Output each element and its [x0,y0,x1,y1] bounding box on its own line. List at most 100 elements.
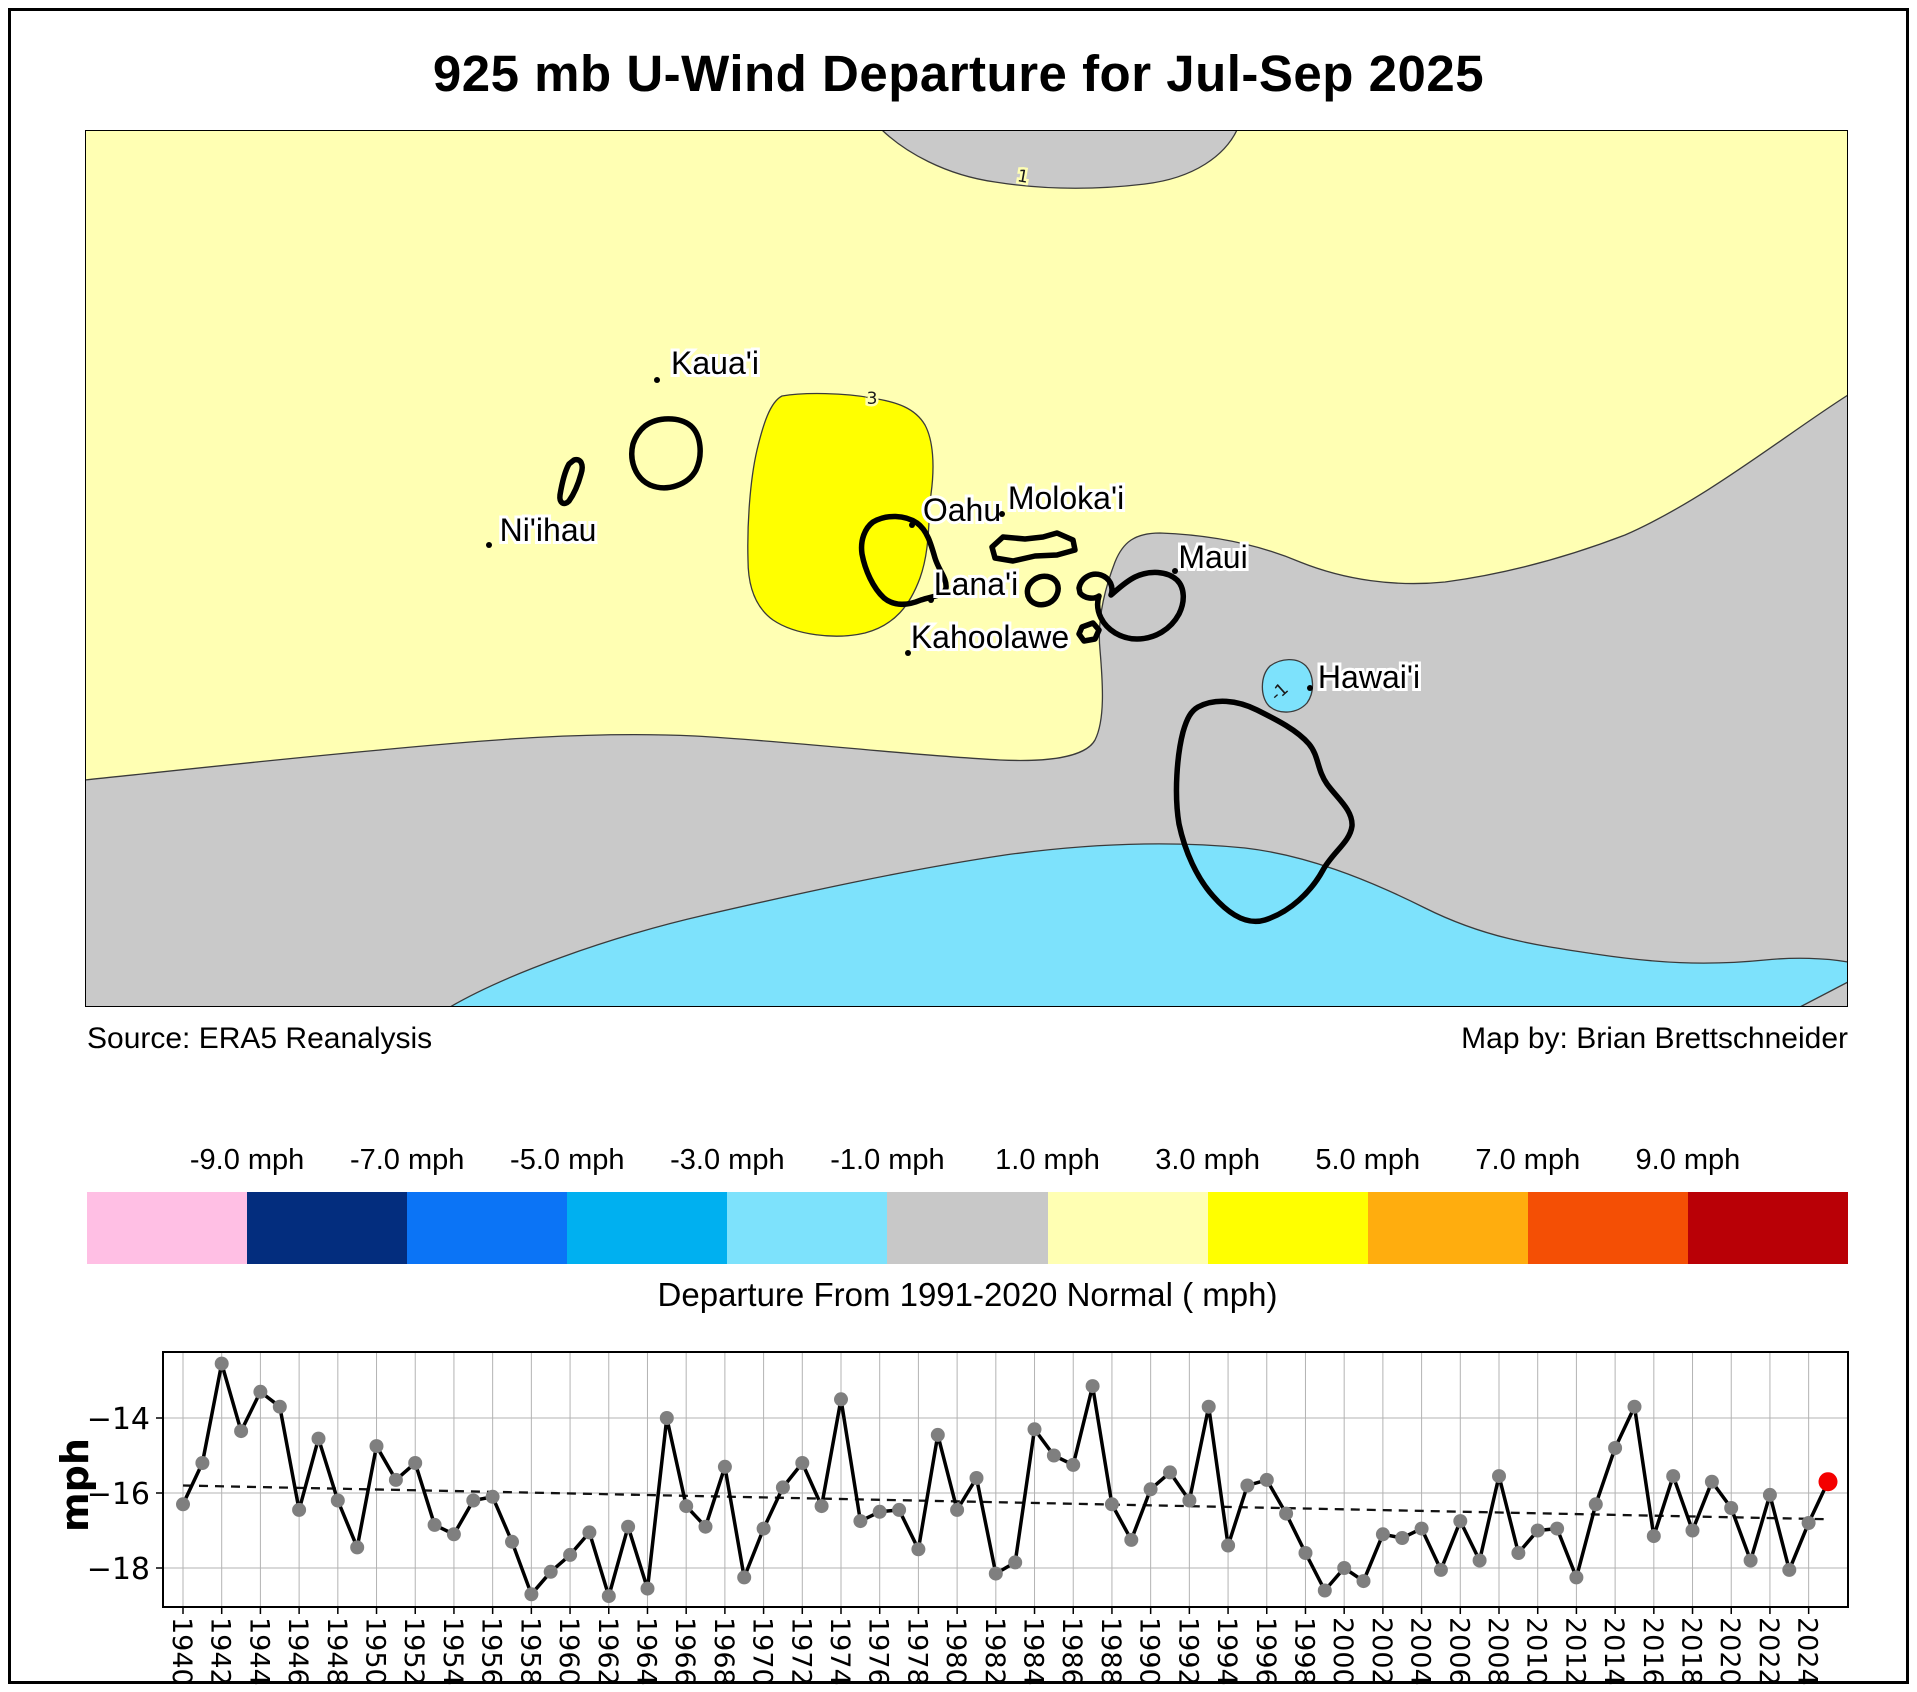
data-point-marker [1221,1538,1236,1553]
data-point-marker [485,1489,500,1504]
data-point-marker [1046,1448,1061,1463]
hawaii-wind-map: Kaua'i Ni'ihau Oahu Moloka'i Maui Lana'i Kahoo… [84,129,1849,1008]
x-tick-label: 2020 [1714,1617,1745,1686]
x-tick-label: 1962 [592,1617,623,1686]
data-point-marker [234,1424,249,1439]
data-point-marker [1724,1501,1739,1515]
data-point-marker [1027,1422,1042,1437]
y-tick-label: −14 [87,1402,150,1437]
data-point-marker [1279,1506,1294,1521]
colorbar-tick-label: -5.0 mph [510,1144,625,1176]
x-tick-label: 2022 [1753,1617,1784,1686]
data-point-marker [1453,1514,1468,1529]
y-tick-label: −18 [87,1552,150,1587]
colorbar [87,1192,1849,1264]
data-point-marker [1317,1583,1332,1598]
data-point-marker [988,1566,1003,1581]
data-point-marker [1492,1469,1506,1484]
data-point-marker [1124,1532,1139,1547]
south-cyan-anomaly-fill [450,843,1848,1007]
colorbar-segment [567,1192,728,1264]
data-point-marker [1801,1516,1816,1530]
x-tick-label: 2004 [1405,1617,1436,1686]
x-tick-label: 1954 [437,1617,468,1686]
island-label-dot [909,522,915,528]
x-tick-label: 1940 [166,1617,197,1686]
uwind-timeseries-chart: 1940 1942 1944 1946 1948 1950 1952 1954 1956 1958… [53,1351,1849,1686]
colorbar-tick-label: -3.0 mph [670,1144,785,1176]
data-point-marker [176,1497,190,1512]
data-point-marker [911,1542,926,1557]
data-point-marker [1627,1399,1642,1414]
data-point-marker [292,1502,307,1517]
oahu-yellow-contour-line [747,392,934,637]
colorbar-segment [1687,1192,1849,1264]
data-point-marker [1685,1523,1700,1538]
data-point-marker [311,1431,326,1446]
data-line [181,1361,1830,1598]
data-point-marker [1588,1497,1603,1512]
island-label: Lana'i [934,566,1018,602]
main-gray-band-fill [85,395,1848,1007]
data-point-marker [446,1527,461,1542]
x-tick-label: 1946 [282,1617,313,1686]
x-tick-label: 1970 [747,1617,778,1686]
colorbar-segment [407,1192,568,1264]
colorbar-segment [1207,1192,1368,1264]
data-point-marker [717,1459,732,1474]
oahu-coastline [858,513,949,607]
island-label: Kaua'i [671,345,759,381]
corner-notch-contour-line [1799,981,1849,1008]
data-point-marker [872,1504,887,1519]
x-tick-label: 1974 [824,1617,855,1686]
island-label-dot [999,511,1005,517]
chart-gridlines [163,1352,1848,1607]
data-point-marker [582,1525,597,1540]
x-tick-label: 1942 [205,1617,236,1686]
data-point-marker [756,1521,771,1536]
data-point-marker [969,1471,984,1485]
colorbar-caption: Departure From 1991-2020 Normal ( mph) [657,1276,1278,1313]
data-point-marker [1395,1531,1410,1545]
current-year-marker [1818,1472,1838,1492]
data-point-marker [1182,1493,1197,1508]
x-tick-label: 1992 [1172,1617,1203,1686]
data-point-marker [1646,1529,1661,1544]
colorbar-segment [887,1192,1048,1264]
data-point-marker [1530,1523,1545,1538]
island-coastlines [557,416,1355,925]
colorbar-segment [247,1192,408,1264]
kauai-coastline [629,416,703,491]
data-point-marker [214,1356,229,1371]
data-point-marker [1008,1555,1023,1570]
data-point-marker [1511,1546,1526,1560]
island-label-dot [486,542,492,548]
x-tick-label: 1996 [1250,1617,1281,1686]
x-tick-label: 2024 [1792,1617,1823,1686]
x-tick-label: 1988 [1095,1617,1126,1686]
colorbar-tick-label: -7.0 mph [349,1144,465,1176]
y-tick-label: −16 [87,1477,150,1512]
data-point-marker [814,1499,829,1514]
colorbar-tick-label: 7.0 mph [1475,1144,1581,1176]
x-tick-label: 1948 [321,1617,352,1686]
x-tick-label: 1956 [476,1617,507,1686]
data-point-marker [737,1570,752,1585]
island-label: Maui [1178,539,1247,575]
data-point-marker [1163,1465,1177,1480]
data-point-marker [1704,1474,1719,1489]
data-point-marker [1666,1469,1681,1484]
data-point-marker [1782,1562,1797,1577]
colorbar-segment [727,1192,888,1264]
data-point-marker [1608,1441,1623,1455]
data-point-marker [466,1493,481,1508]
x-tick-label: 2002 [1366,1617,1397,1686]
island-label: Hawai'i [1318,659,1420,695]
data-point-marker [253,1384,268,1399]
page-title: 925 mb U-Wind Departure for Jul-Sep 2025 [432,45,1485,102]
data-point-marker [795,1456,810,1470]
data-point-marker [1743,1553,1758,1568]
colorbar-tick-label: 1.0 mph [995,1144,1100,1176]
data-point-marker [698,1519,713,1534]
north-contour-line [881,129,1238,189]
